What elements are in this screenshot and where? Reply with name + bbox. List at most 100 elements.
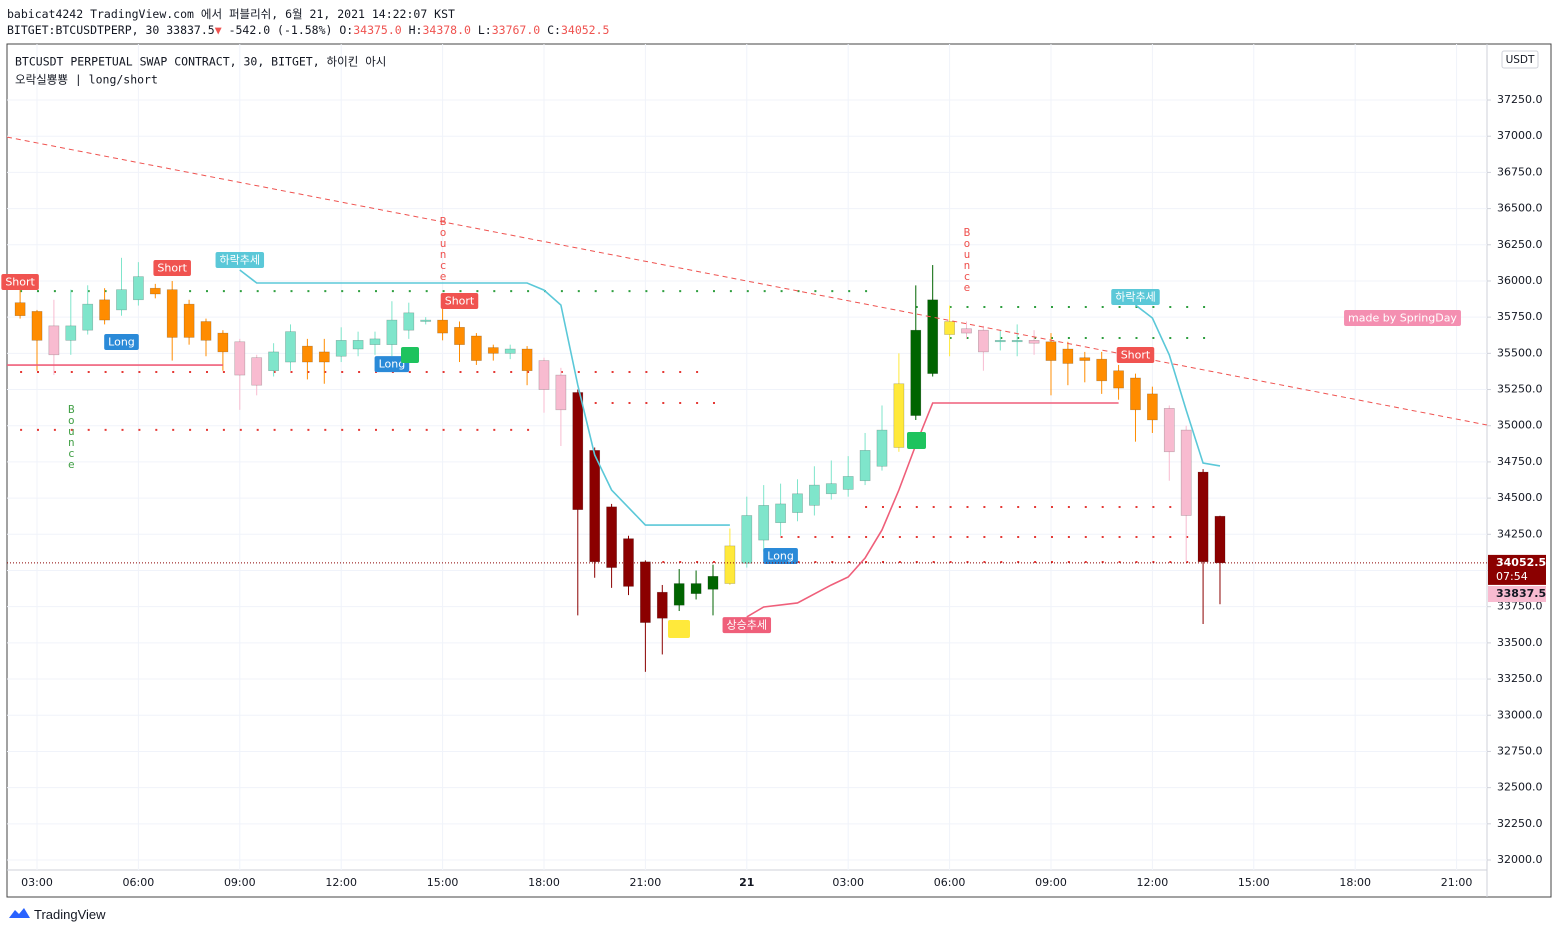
quote-part: BITGET:BTCUSDTPERP, 30 33837.5	[7, 23, 215, 37]
signal-label: Long	[379, 358, 406, 371]
candle-body	[842, 476, 854, 490]
candle-body	[369, 338, 381, 345]
x-tick-label: 06:00	[123, 876, 155, 889]
x-tick-label: 18:00	[528, 876, 560, 889]
candle-body	[606, 506, 617, 568]
candle-body	[859, 450, 871, 482]
x-tick-label: 15:00	[427, 876, 459, 889]
candle-body	[1062, 348, 1074, 364]
signal-label: Long	[108, 336, 135, 349]
signal-label: Short	[445, 294, 475, 307]
legend-line: 오락실뿅뿅 | long/short	[15, 73, 158, 87]
candle-body	[978, 329, 989, 353]
candle-body	[318, 351, 330, 363]
candle-body	[910, 329, 922, 416]
signal-label-box	[104, 334, 139, 351]
candle-body	[471, 335, 482, 361]
currency: USDT	[1506, 54, 1535, 66]
candle-body	[285, 331, 296, 363]
signal-label-box	[215, 251, 265, 268]
signal-label: Long	[767, 550, 794, 563]
signal-label-box	[722, 617, 772, 634]
countdown-label: 07:54	[1496, 570, 1528, 583]
candle-body	[521, 348, 533, 372]
candle-body	[166, 289, 178, 338]
y-tick-label: 33000.0	[1497, 708, 1543, 721]
y-tick-label: 32250.0	[1497, 817, 1543, 830]
candle-body	[1147, 393, 1158, 421]
price-label: 33837.5	[1496, 587, 1546, 600]
candle-body	[572, 392, 584, 510]
candle-body	[927, 299, 939, 374]
candle-body	[183, 303, 195, 338]
candle-body	[31, 311, 43, 341]
candle-body	[82, 303, 94, 331]
candle-body	[1180, 429, 1192, 516]
y-tick-label: 33750.0	[1497, 600, 1543, 613]
bounce-label: Bounce	[437, 215, 450, 281]
y-tick-label: 36000.0	[1497, 274, 1543, 287]
published-line: babicat4242 TradingView.com 에서 퍼블리쉬, 6월 …	[7, 7, 455, 21]
candle-body	[673, 583, 685, 606]
candle-body	[149, 287, 161, 295]
legend-line: BTCUSDT PERPETUAL SWAP CONTRACT, 30, BIT…	[15, 55, 386, 69]
candle-body	[487, 347, 499, 354]
candle-body	[1028, 340, 1040, 344]
quote-part: C:	[540, 23, 561, 37]
signal-label-box	[1116, 346, 1155, 363]
y-tick-label: 36750.0	[1497, 165, 1543, 178]
signal-label: 하락추세	[1115, 290, 1155, 304]
quote-part: 34375.0	[353, 23, 402, 37]
trend-line	[239, 269, 730, 526]
x-tick-label: 09:00	[224, 876, 256, 889]
candle-body	[893, 383, 905, 448]
x-tick-label: 03:00	[832, 876, 864, 889]
long-icon	[401, 347, 419, 363]
candle-body	[707, 575, 719, 590]
candle-body	[1045, 341, 1057, 361]
candle-body	[640, 561, 651, 623]
candle-body	[437, 319, 448, 334]
candle-body	[1197, 471, 1209, 563]
signal-label: Short	[5, 275, 35, 288]
quote-part: L:	[470, 23, 492, 37]
candle-body	[656, 591, 668, 619]
candle-body	[1079, 357, 1091, 361]
candle-body	[1113, 370, 1124, 389]
x-tick-label: 09:00	[1035, 876, 1067, 889]
candle-body	[1011, 340, 1023, 343]
x-tick-label: 18:00	[1339, 876, 1371, 889]
y-tick-label: 34750.0	[1497, 455, 1543, 468]
price-label-box	[1488, 586, 1546, 603]
candle-body	[48, 325, 60, 356]
candle-body	[504, 348, 516, 354]
y-tick-label: 35500.0	[1497, 346, 1543, 359]
candle-body	[724, 545, 736, 584]
candle-body	[944, 321, 955, 335]
footer: TradingView	[34, 907, 106, 922]
candle-body	[352, 340, 364, 350]
x-tick-label: 12:00	[325, 876, 357, 889]
y-tick-label: 32750.0	[1497, 744, 1543, 757]
x-tick-label: 21	[739, 876, 754, 889]
candle-body	[589, 450, 601, 563]
candle-body	[961, 328, 972, 334]
quote-part: O:	[339, 23, 354, 37]
y-tick-label: 36500.0	[1497, 202, 1543, 215]
candle-body	[403, 312, 415, 331]
y-tick-label: 33250.0	[1497, 672, 1543, 685]
quote-part: H:	[401, 23, 423, 37]
y-tick-label: 33500.0	[1497, 636, 1543, 649]
candle-body	[234, 341, 246, 376]
signal-label-box	[1, 273, 39, 290]
y-tick-label: 32500.0	[1497, 781, 1543, 794]
x-tick-label: 15:00	[1238, 876, 1270, 889]
candle-body	[335, 340, 347, 357]
bounce-label: Bounce	[960, 226, 973, 292]
quote-part: 33767.0	[491, 23, 541, 37]
candle-body	[386, 319, 398, 345]
signal-label-box	[1111, 289, 1160, 306]
candle-body	[133, 276, 144, 301]
quote-part: -542.0 (-1.58%)	[221, 23, 340, 37]
